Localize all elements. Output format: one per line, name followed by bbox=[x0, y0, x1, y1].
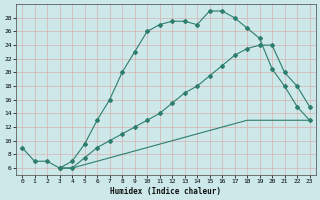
X-axis label: Humidex (Indice chaleur): Humidex (Indice chaleur) bbox=[110, 187, 221, 196]
